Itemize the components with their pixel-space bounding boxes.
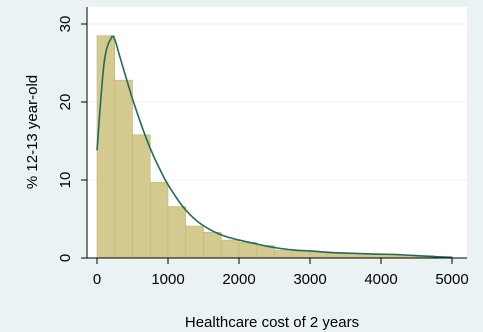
y-tick-label: 20 xyxy=(57,94,74,111)
histogram-bar xyxy=(238,242,258,259)
x-tick-label: 0 xyxy=(93,271,101,288)
histogram-bar xyxy=(132,134,151,259)
x-axis-title: Healthcare cost of 2 years xyxy=(185,314,359,331)
x-tick-label: 5000 xyxy=(435,271,468,288)
histogram-bar xyxy=(185,225,204,259)
density-curve xyxy=(96,35,453,259)
histogram-bar xyxy=(327,253,346,259)
histogram-bar xyxy=(114,79,133,259)
histogram-bar xyxy=(220,239,240,259)
histogram-bar xyxy=(167,206,187,259)
histogram-bar xyxy=(274,249,293,259)
histogram-bar xyxy=(96,35,116,259)
y-axis: 0 10 20 30 xyxy=(57,7,88,262)
histogram-bar xyxy=(291,250,311,259)
x-tick-label: 3000 xyxy=(293,271,326,288)
histogram-bar xyxy=(149,182,169,259)
y-tick-label: 30 xyxy=(57,16,74,33)
y-axis-title: % 12-13 year-old xyxy=(24,75,41,189)
x-tick-label: 2000 xyxy=(222,271,255,288)
x-tick-label: 1000 xyxy=(151,271,184,288)
y-tick-label: 0 xyxy=(57,254,74,262)
histogram-bar xyxy=(203,231,222,259)
y-tick-label: 10 xyxy=(57,172,74,189)
x-axis: 0 1000 2000 3000 4000 5000 xyxy=(87,257,469,288)
histogram-bars xyxy=(96,35,453,259)
x-tick-label: 4000 xyxy=(364,271,397,288)
